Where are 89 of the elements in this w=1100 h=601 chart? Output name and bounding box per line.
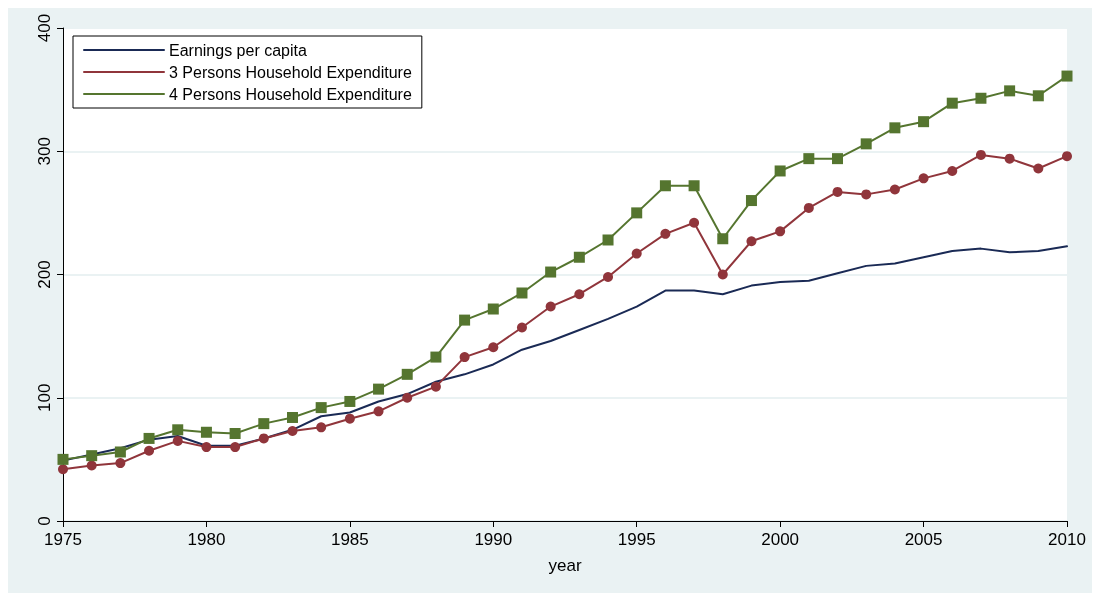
point [602,234,614,246]
point [258,433,269,444]
point [229,427,241,439]
x-axis-title: year [548,556,582,575]
point [1033,163,1044,174]
point [1032,90,1044,102]
point [832,153,844,165]
point [201,442,212,453]
point [574,289,585,300]
point [488,342,499,353]
point [344,395,356,407]
x-tick-label: 2010 [1048,530,1086,549]
x-tick-label: 1985 [330,530,369,549]
point [516,322,527,333]
point [373,406,384,417]
point [459,314,471,326]
point [487,303,499,315]
point [745,195,757,207]
point [258,418,270,430]
point [889,184,900,195]
point [459,352,470,363]
point [58,464,68,475]
point [1004,85,1016,97]
point [717,269,728,280]
point [1061,70,1073,82]
y-tick-label: 0 [35,516,54,526]
point [832,186,843,197]
point [603,271,614,282]
point [803,202,814,213]
point [889,122,901,134]
point [1004,153,1015,164]
point [316,422,327,433]
x-tick-label: 1980 [187,530,226,549]
point [660,228,671,239]
point [631,207,643,219]
y-tick-label: 300 [35,137,54,166]
point [918,116,930,128]
point [430,381,441,392]
point [344,413,355,424]
point [57,453,69,465]
point [430,351,442,363]
point [689,217,700,228]
point [200,426,212,438]
point [803,153,815,165]
legend-label: 4 Persons Household Expenditure [169,85,412,103]
point [401,368,413,380]
point [172,424,184,436]
point [143,432,155,444]
point [659,180,671,192]
x-tick-label: 1975 [44,530,82,549]
point [115,458,126,469]
point [573,251,585,263]
point [402,392,413,403]
x-tick-label: 1995 [617,530,656,549]
point [688,180,700,192]
point [946,97,958,109]
point [230,442,241,453]
point [717,233,729,245]
y-tick-label: 200 [35,260,54,289]
point [286,411,298,423]
point [947,165,958,176]
legend-label: Earnings per capita [169,41,307,59]
point [861,189,872,200]
point [373,383,385,395]
x-tick-label: 1990 [474,530,513,549]
y-tick-label: 400 [35,13,54,43]
point [287,426,298,437]
point [746,236,757,247]
point [774,165,786,177]
y-tick-label: 100 [35,383,54,412]
point [114,446,126,458]
point [516,287,528,299]
point [975,92,987,104]
point [86,460,97,471]
point [975,149,986,160]
point [315,402,327,414]
point [775,226,786,237]
legend-label: 3 Persons Household Expenditure [169,63,412,81]
point [545,301,556,312]
point [545,266,557,278]
point [144,445,155,456]
point [918,173,929,184]
x-tick-label: 2005 [904,530,943,549]
point [1062,151,1072,162]
point [631,248,642,259]
point [172,435,183,446]
x-tick-label: 2000 [761,530,800,549]
point [86,450,98,462]
point [860,138,872,150]
